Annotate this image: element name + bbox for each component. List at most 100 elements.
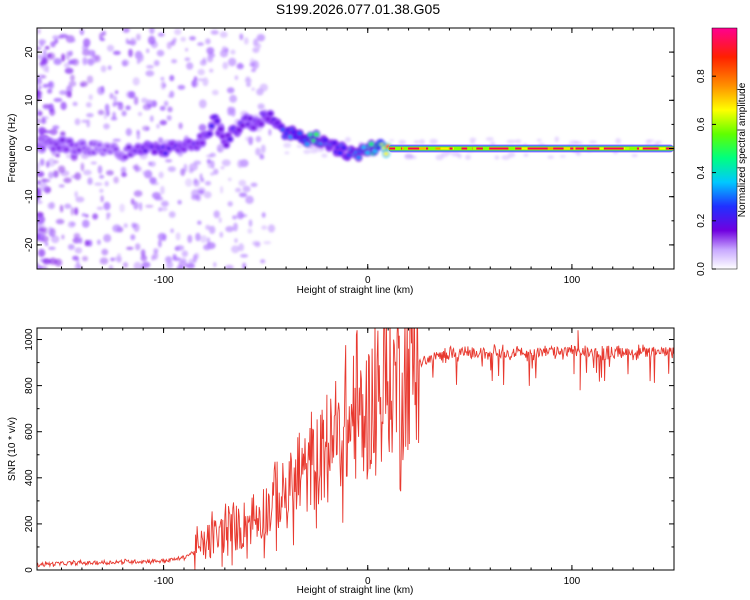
noise-blob xyxy=(135,243,141,251)
noise-blob xyxy=(187,234,193,244)
line-variation xyxy=(521,147,528,150)
noise-blob xyxy=(237,159,244,168)
noise-blob xyxy=(72,237,81,244)
noise-blob xyxy=(112,224,122,233)
noise-blob xyxy=(96,206,104,210)
noise-blob xyxy=(133,96,139,105)
y-tick-label: 20 xyxy=(24,46,35,58)
noise-blob xyxy=(78,237,83,244)
noise-blob xyxy=(199,235,208,243)
ridge-core xyxy=(267,111,273,116)
ridge-core xyxy=(39,146,46,151)
noise-blob xyxy=(63,177,72,184)
noise-blob xyxy=(398,139,407,145)
noise-blob xyxy=(133,261,142,269)
noise-blob xyxy=(507,151,516,158)
noise-blob xyxy=(249,62,256,67)
colorbar-tick-label: 0.2 xyxy=(696,213,707,227)
noise-blob xyxy=(167,106,173,113)
noise-blob xyxy=(101,248,109,256)
noise-blob xyxy=(97,239,101,245)
noise-blob xyxy=(65,91,72,98)
noise-blob xyxy=(53,58,62,65)
line-variation xyxy=(599,147,604,150)
noise-blob xyxy=(82,56,88,66)
noise-blob xyxy=(213,210,220,219)
noise-blob xyxy=(178,122,183,130)
noise-blob xyxy=(547,155,555,159)
ridge-core xyxy=(220,134,226,139)
noise-blob xyxy=(103,111,108,120)
noise-blob xyxy=(49,108,56,116)
noise-blob xyxy=(74,172,82,181)
noise-blob xyxy=(74,247,83,254)
noise-blob xyxy=(136,33,141,41)
noise-blob xyxy=(156,123,160,129)
noise-blob xyxy=(631,154,638,158)
noise-blob xyxy=(171,59,178,64)
noise-blob xyxy=(75,196,85,203)
noise-blob xyxy=(234,238,238,243)
noise-blob xyxy=(69,38,76,43)
noise-blob xyxy=(44,46,50,50)
noise-blob xyxy=(159,120,167,126)
noise-blob xyxy=(100,65,107,73)
noise-blob xyxy=(303,149,311,155)
noise-blob xyxy=(193,179,200,187)
noise-blob xyxy=(60,131,66,137)
ridge-core xyxy=(60,138,66,142)
noise-blob xyxy=(37,110,43,117)
noise-blob xyxy=(59,204,64,213)
noise-blob xyxy=(46,53,52,58)
noise-blob xyxy=(175,232,181,241)
noise-blob xyxy=(59,90,68,95)
noise-blob xyxy=(112,138,121,142)
noise-blob xyxy=(216,144,224,153)
noise-blob xyxy=(189,36,196,41)
noise-blob xyxy=(209,68,214,73)
noise-blob xyxy=(110,257,115,262)
line-variation xyxy=(433,147,441,150)
noise-blob xyxy=(188,258,195,265)
noise-blob xyxy=(114,90,119,94)
noise-blob xyxy=(233,222,238,232)
y-tick-label: 1000 xyxy=(24,328,35,351)
noise-blob xyxy=(79,28,85,36)
noise-blob xyxy=(119,203,125,213)
noise-blob xyxy=(523,153,529,157)
noise-blob xyxy=(261,225,268,230)
noise-blob xyxy=(220,186,224,194)
noise-blob xyxy=(53,160,59,164)
noise-blob xyxy=(440,151,449,158)
noise-blob xyxy=(209,152,216,158)
line-variation xyxy=(508,147,516,150)
ridge-core xyxy=(337,151,343,155)
noise-blob xyxy=(109,92,114,100)
colorbar-ticks: 0.0 0.2 0.4 0.6 0.8 xyxy=(696,69,716,276)
noise-blob xyxy=(47,202,55,210)
noise-blob xyxy=(59,33,69,39)
noise-blob xyxy=(48,257,58,265)
noise-blob xyxy=(238,179,247,187)
noise-blob xyxy=(229,94,238,103)
noise-blob xyxy=(58,184,65,188)
noise-blob xyxy=(457,153,462,159)
spectrogram-marks xyxy=(37,28,674,269)
noise-blob xyxy=(185,48,189,52)
noise-blob xyxy=(97,86,105,95)
noise-blob xyxy=(82,48,90,57)
x-tick-label: 100 xyxy=(564,576,581,587)
noise-blob xyxy=(227,201,233,207)
noise-blob xyxy=(123,223,128,228)
noise-blob xyxy=(157,32,165,37)
snr-line xyxy=(37,328,674,570)
noise-blob xyxy=(559,155,566,158)
noise-blob xyxy=(485,137,494,141)
noise-blob xyxy=(37,265,43,269)
noise-blob xyxy=(122,262,129,268)
line-variation xyxy=(472,147,477,150)
noise-blob xyxy=(37,248,46,258)
noise-blob xyxy=(37,74,45,79)
